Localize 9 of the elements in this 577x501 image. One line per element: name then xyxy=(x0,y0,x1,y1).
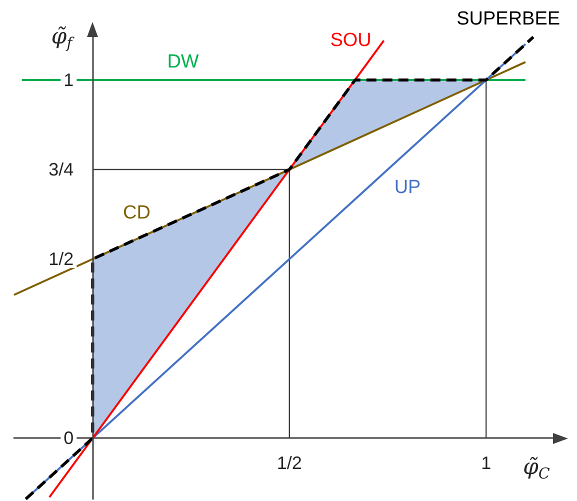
y-tick-label: 3/4 xyxy=(48,160,74,180)
y-tick-label: 0 xyxy=(64,428,74,448)
series-label: CD xyxy=(123,202,150,224)
series-label: UP xyxy=(394,177,421,198)
series-label: SUPERBEE xyxy=(456,8,560,30)
series-label: SOU xyxy=(330,30,372,52)
series-label: DW xyxy=(167,51,199,72)
y-tick-label: 1/2 xyxy=(48,249,74,270)
y-tick-label: 1 xyxy=(64,70,74,90)
